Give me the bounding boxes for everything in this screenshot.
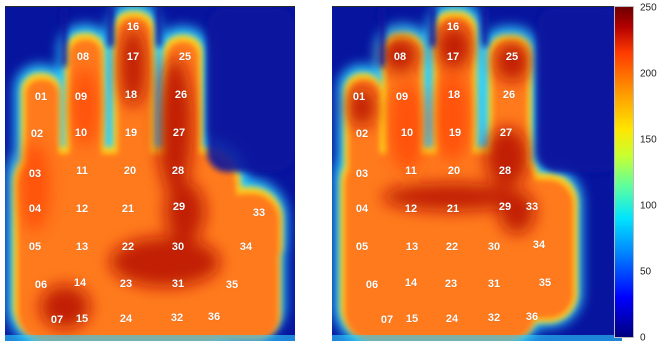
sensor-marker: 22 — [121, 241, 135, 253]
sensor-marker: 35 — [225, 279, 239, 291]
left-heatmap-panel: 16 08 17 25 01 09 18 26 02 10 19 27 03 11 20 28 04 12 21 29… — [5, 6, 295, 341]
sensor-marker: 33 — [252, 207, 266, 219]
sensor-marker: 29 — [498, 201, 512, 213]
sensor-marker: 08 — [393, 51, 407, 63]
sensor-marker: 02 — [355, 128, 369, 140]
sensor-marker: 13 — [75, 241, 89, 253]
sensor-marker: 12 — [75, 203, 89, 215]
sensor-marker: 16 — [126, 21, 140, 33]
sensor-marker: 07 — [380, 314, 394, 326]
sensor-marker: 19 — [124, 127, 138, 139]
sensor-marker: 31 — [487, 278, 501, 290]
sensor-marker: 17 — [446, 51, 460, 63]
colorbar — [614, 6, 634, 338]
colorbar-tick-100: 100 — [640, 200, 657, 212]
sensor-marker: 20 — [447, 165, 461, 177]
sensor-marker: 36 — [525, 311, 539, 323]
sensor-marker: 25 — [505, 51, 519, 63]
sensor-marker: 04 — [28, 203, 42, 215]
sensor-marker: 23 — [119, 278, 133, 290]
sensor-marker: 04 — [355, 203, 369, 215]
sensor-marker: 21 — [446, 203, 460, 215]
sensor-marker: 16 — [446, 21, 460, 33]
sensor-marker: 26 — [502, 89, 516, 101]
sensor-marker: 17 — [126, 51, 140, 63]
sensor-marker: 32 — [487, 312, 501, 324]
sensor-marker: 14 — [404, 277, 418, 289]
sensor-marker: 09 — [74, 91, 88, 103]
sensor-marker: 35 — [538, 277, 552, 289]
sensor-marker: 31 — [171, 278, 185, 290]
sensor-marker: 11 — [405, 165, 417, 177]
colorbar-tick-0: 0 — [640, 332, 646, 344]
colorbar-tick-200: 200 — [640, 68, 657, 80]
sensor-marker: 28 — [498, 165, 512, 177]
sensor-marker: 34 — [532, 239, 546, 251]
sensor-marker: 34 — [239, 241, 253, 253]
sensor-marker: 03 — [28, 168, 42, 180]
sensor-marker: 27 — [499, 127, 513, 139]
sensor-marker: 28 — [171, 165, 185, 177]
sensor-marker: 10 — [400, 127, 414, 139]
sensor-marker: 05 — [355, 241, 369, 253]
sensor-marker: 01 — [34, 91, 48, 103]
sensor-marker: 06 — [34, 279, 48, 291]
sensor-marker: 03 — [355, 168, 369, 180]
sensor-marker: 27 — [172, 127, 186, 139]
sensor-marker: 25 — [178, 51, 192, 63]
sensor-marker: 15 — [75, 313, 89, 325]
sensor-marker: 33 — [525, 201, 539, 213]
sensor-marker: 23 — [444, 278, 458, 290]
sensor-marker: 36 — [207, 311, 221, 323]
sensor-marker: 07 — [50, 314, 64, 326]
sensor-marker: 09 — [395, 91, 409, 103]
sensor-marker: 20 — [123, 165, 137, 177]
colorbar-tick-150: 150 — [640, 134, 657, 146]
sensor-marker: 12 — [404, 203, 418, 215]
sensor-marker: 30 — [171, 241, 185, 253]
sensor-marker: 26 — [174, 89, 188, 101]
sensor-marker: 06 — [365, 279, 379, 291]
sensor-marker: 11 — [76, 165, 88, 177]
right-heatmap-panel: 16 08 17 25 01 09 18 26 02 10 19 27 03 11 20 28 04 12 21 29… — [332, 6, 622, 341]
sensor-marker: 19 — [448, 127, 462, 139]
sensor-marker: 32 — [170, 312, 184, 324]
sensor-marker: 14 — [73, 277, 87, 289]
left-hand-heatmap — [5, 7, 295, 341]
sensor-marker: 24 — [119, 313, 133, 325]
sensor-marker: 29 — [172, 201, 186, 213]
sensor-marker: 22 — [445, 241, 459, 253]
sensor-marker: 18 — [447, 89, 461, 101]
sensor-marker: 30 — [487, 241, 501, 253]
colorbar-tick-250: 250 — [640, 2, 657, 14]
sensor-marker: 08 — [76, 51, 90, 63]
sensor-marker: 15 — [405, 313, 419, 325]
sensor-marker: 13 — [405, 241, 419, 253]
sensor-marker: 10 — [74, 127, 88, 139]
colorbar-tick-50: 50 — [640, 266, 652, 278]
sensor-marker: 24 — [445, 313, 459, 325]
sensor-marker: 18 — [124, 89, 138, 101]
right-hand-heatmap — [332, 7, 622, 341]
sensor-marker: 21 — [121, 203, 135, 215]
sensor-marker: 02 — [30, 128, 44, 140]
sensor-marker: 05 — [28, 241, 42, 253]
sensor-marker: 01 — [352, 91, 366, 103]
